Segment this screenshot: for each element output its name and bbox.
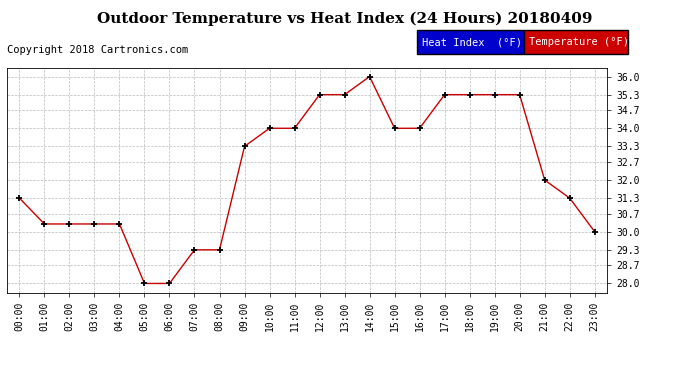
Text: Temperature (°F): Temperature (°F) xyxy=(529,37,629,47)
Text: Copyright 2018 Cartronics.com: Copyright 2018 Cartronics.com xyxy=(7,45,188,55)
Text: Outdoor Temperature vs Heat Index (24 Hours) 20180409: Outdoor Temperature vs Heat Index (24 Ho… xyxy=(97,11,593,26)
Text: Heat Index  (°F): Heat Index (°F) xyxy=(422,37,522,47)
